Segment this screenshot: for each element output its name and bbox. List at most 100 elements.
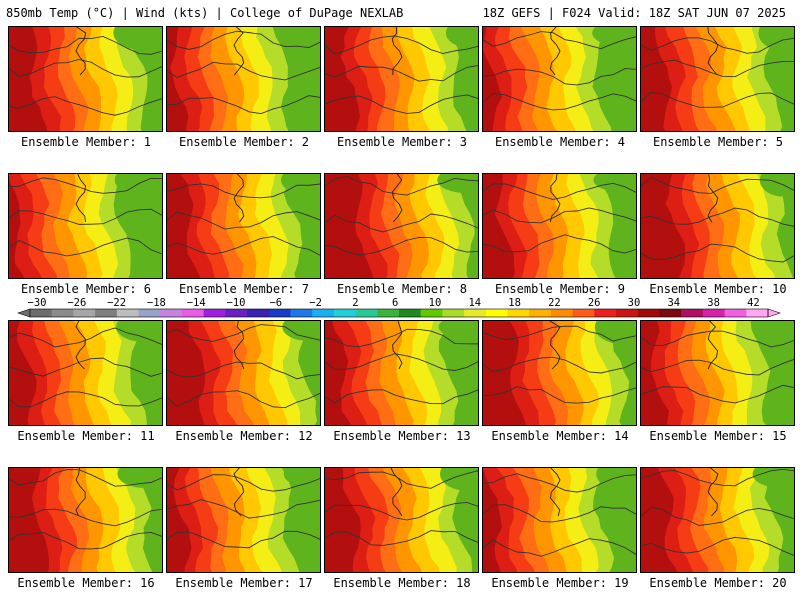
ensemble-member-label: Ensemble Member: 19	[491, 576, 629, 590]
ensemble-map-panel	[8, 320, 163, 426]
colorbar-tick-label: 42	[747, 297, 760, 309]
temperature-colorbar	[17, 308, 781, 318]
coastline	[233, 468, 245, 517]
cold-air-region	[592, 27, 636, 47]
coastline	[390, 468, 403, 517]
temperature-field-map	[9, 174, 162, 278]
cold-air-region	[758, 27, 794, 51]
height-contour-line	[641, 207, 794, 227]
temperature-band	[130, 321, 162, 425]
height-contour-line	[325, 213, 478, 233]
ensemble-map-panel	[8, 26, 163, 132]
colorbar-tick-label: 18	[508, 297, 521, 309]
cold-air-region	[759, 174, 794, 197]
coastline	[707, 27, 719, 76]
ensemble-member-label: Ensemble Member: 2	[178, 135, 310, 149]
colorbar-segment	[420, 309, 443, 317]
temperature-field-map	[167, 321, 320, 425]
ensemble-member-label: Ensemble Member: 14	[491, 429, 629, 443]
colorbar-tick-label: 6	[392, 297, 399, 309]
colorbar-segment	[138, 309, 161, 317]
temperature-field-map	[483, 27, 636, 131]
colorbar-segment	[485, 309, 508, 317]
colorbar-segment	[746, 309, 769, 317]
colorbar-segment	[312, 309, 335, 317]
height-contour-line	[641, 468, 794, 487]
height-contour-line	[483, 473, 636, 493]
height-contour-line	[167, 361, 320, 380]
colorbar-tick-label: −18	[146, 297, 166, 309]
ensemble-map-panel	[640, 26, 795, 132]
temperature-band	[281, 468, 320, 572]
temperature-band	[113, 174, 162, 278]
coastline	[233, 27, 245, 76]
height-contour-line	[325, 176, 478, 196]
height-contour-line	[167, 183, 320, 199]
height-contour-line	[641, 91, 794, 108]
colorbar-segment	[377, 309, 400, 317]
height-contour-line	[9, 508, 162, 527]
colorbar-segment	[681, 309, 704, 317]
height-contour-line	[325, 530, 478, 546]
ensemble-map-panel	[640, 320, 795, 426]
cold-air-region	[593, 174, 636, 193]
ensemble-member-label: Ensemble Member: 15	[649, 429, 787, 443]
colorbar-segment	[659, 309, 682, 317]
colorbar-segment	[290, 309, 313, 317]
temperature-field-map	[483, 468, 636, 572]
colorbar-tick-label: −10	[226, 297, 246, 309]
colorbar-segment	[30, 309, 53, 317]
colorbar-segment	[702, 309, 725, 317]
height-contour-line	[167, 95, 320, 115]
ensemble-member-label: Ensemble Member: 5	[652, 135, 784, 149]
colorbar-segment	[616, 309, 639, 317]
height-contour-line	[641, 536, 794, 556]
colorbar-tick-label: 22	[548, 297, 561, 309]
ensemble-map-panel	[324, 26, 479, 132]
ensemble-map-panel	[482, 26, 637, 132]
coastline	[549, 321, 561, 370]
height-contour-line	[9, 237, 162, 257]
coastline	[707, 174, 719, 223]
height-contour-line	[325, 502, 478, 521]
temperature-field-map	[9, 27, 162, 131]
colorbar-tick-label: 34	[667, 297, 681, 309]
header-title: 850mb Temp (°C) | Wind (kts) | College o…	[6, 6, 404, 20]
colorbar-tick-label: −6	[269, 297, 283, 309]
colorbar-segment	[507, 309, 530, 317]
height-contour-line	[9, 469, 162, 487]
ensemble-member-label: Ensemble Member: 3	[336, 135, 468, 149]
colorbar-segment	[225, 309, 248, 317]
colorbar-segment	[116, 309, 139, 317]
height-contour-line	[483, 504, 636, 523]
height-contour-line	[9, 391, 162, 408]
height-contour-line	[167, 236, 320, 256]
cold-air-region	[445, 27, 478, 48]
height-contour-line	[325, 328, 478, 348]
temperature-field-map	[167, 27, 320, 131]
colorbar-segment	[268, 309, 291, 317]
ensemble-member-label: Ensemble Member: 11	[17, 429, 155, 443]
temperature-band	[611, 321, 636, 425]
temperature-field-map	[641, 321, 794, 425]
colorbar-segment	[203, 309, 226, 317]
colorbar-segment	[181, 309, 205, 317]
temperature-field-map	[641, 27, 794, 131]
colorbar-tick-label: 14	[468, 297, 482, 309]
cold-air-region	[117, 468, 162, 489]
colorbar-tick-label: 30	[627, 297, 641, 309]
colorbar-segment	[442, 309, 465, 317]
colorbar-segment	[550, 309, 574, 317]
temperature-field-map	[483, 174, 636, 278]
colorbar-segment	[51, 309, 74, 317]
height-contour-line	[483, 68, 636, 86]
colorbar-segment	[637, 309, 660, 317]
ensemble-map-panel	[166, 467, 321, 573]
height-contour-line	[483, 538, 636, 557]
colorbar-left-arrow	[17, 308, 31, 318]
temperature-band	[452, 468, 478, 572]
cold-air-region	[280, 174, 320, 195]
ensemble-member-label: Ensemble Member: 4	[494, 135, 626, 149]
colorbar-tick-label: −22	[107, 297, 127, 309]
